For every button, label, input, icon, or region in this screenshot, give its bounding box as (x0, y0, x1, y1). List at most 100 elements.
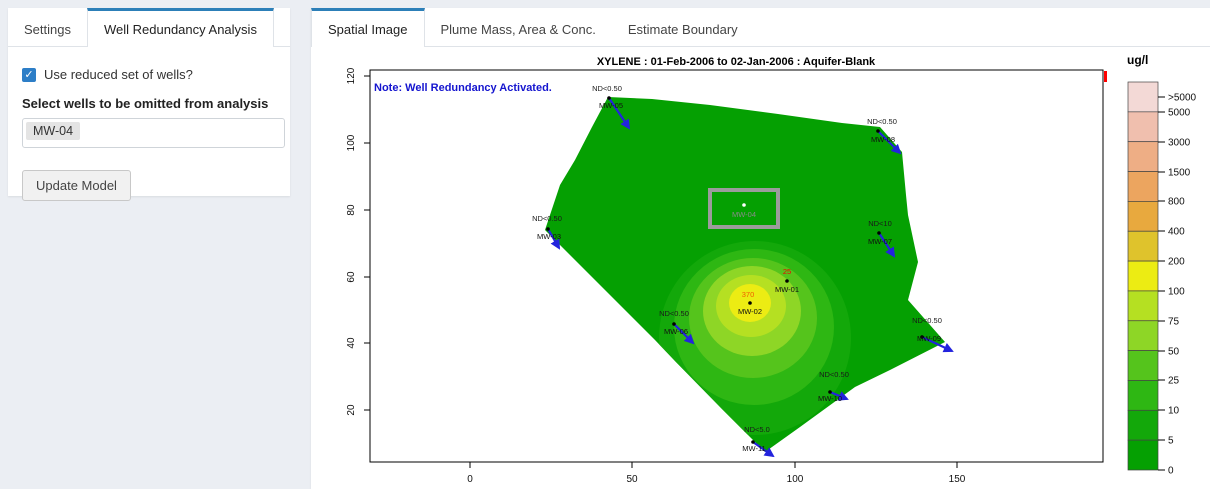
tab-spatial-image[interactable]: Spatial Image (311, 8, 425, 47)
axes: 0 50 100 150 20 40 60 80 100 120 (346, 67, 966, 485)
groundwater-flow-arrow-icon (752, 441, 775, 458)
well-name-label: MW-10 (818, 394, 842, 403)
left-tabs: Settings Well Redundancy Analysis (8, 8, 290, 47)
well-dot (748, 301, 752, 305)
legend-tick-label: 200 (1168, 257, 1185, 268)
tab-estimate-boundary[interactable]: Estimate Boundary (627, 22, 738, 37)
well-marker-mw-04: MW-04 (708, 188, 780, 229)
omitted-well-box (708, 188, 780, 229)
legend-tick-label: 800 (1168, 197, 1185, 208)
plot-title: XYLENE : 01-Feb-2006 to 02-Jan-2006 : Aq… (597, 56, 876, 68)
well-name-label: MW-02 (738, 307, 762, 316)
legend-color-segment (1127, 350, 1159, 381)
concentration-legend: ug/l >5000500030001500800400200100755025… (1127, 53, 1197, 477)
y-axis-tick-label: 80 (346, 204, 357, 216)
checkbox-label: Use reduced set of wells? (44, 67, 193, 82)
legend-color-segment (1127, 201, 1159, 232)
groundwater-flow-arrow-icon (829, 390, 849, 401)
tab-settings[interactable]: Settings (24, 22, 71, 37)
well-marker-mw-07: ND<10 MW-07 (868, 219, 896, 258)
checkbox-check-icon: ✓ (22, 67, 36, 82)
update-model-button[interactable]: Update Model (22, 170, 131, 201)
left-panel-body: ✓ Use reduced set of wells? Select wells… (8, 47, 290, 215)
legend-tick-label: 3000 (1168, 138, 1191, 149)
legend-unit-label: ug/l (1127, 53, 1148, 67)
well-marker-mw-01: 25 MW-01 (775, 267, 799, 294)
well-dot (751, 440, 755, 444)
well-dot (607, 96, 611, 100)
well-name-label: MW-07 (868, 237, 892, 246)
legend-color-segment (1127, 290, 1159, 322)
well-marker-mw-06: ND<0.50 MW-06 (659, 309, 695, 345)
well-dot (742, 203, 746, 207)
spatial-image-plot: XYLENE : 01-Feb-2006 to 02-Jan-2006 : Aq… (346, 53, 1197, 485)
legend-tick-label: 400 (1168, 227, 1185, 238)
well-value-label: ND<0.50 (912, 316, 942, 325)
well-marker-mw-05: ND<0.50 MW-05 (592, 84, 631, 130)
legend-color-segment (1127, 260, 1159, 292)
y-axis-tick-label: 100 (346, 134, 357, 151)
wells: 25 MW-01 370 MW-02 ND<0.50 MW-03 MW-04 ND<0.50 M… (532, 84, 954, 458)
well-dot (785, 279, 789, 283)
well-name-label: MW-08 (871, 135, 895, 144)
legend-tick-label: 1500 (1168, 168, 1191, 179)
legend-tick-label: 75 (1168, 317, 1180, 328)
well-marker-mw-08: ND<0.50 MW-08 (867, 117, 902, 155)
legend-tick-label: 25 (1168, 376, 1180, 387)
well-name-label: MW-09 (917, 334, 941, 343)
legend-color-segment (1127, 380, 1159, 411)
y-axis-tick-label: 60 (346, 271, 357, 283)
y-axis-tick-label: 40 (346, 337, 357, 349)
groundwater-flow-arrow-icon (878, 232, 896, 258)
legend-tick-label: 0 (1168, 466, 1174, 477)
well-name-label: MW-04 (732, 210, 756, 219)
legend-color-segment (1127, 81, 1159, 113)
well-value-label: 370 (742, 290, 755, 299)
legend-color-segment (1127, 320, 1159, 351)
tab-plume-mass-area-conc[interactable]: Plume Mass, Area & Conc. (440, 22, 596, 37)
well-name-label: MW-01 (775, 285, 799, 294)
groundwater-flow-arrow-icon (877, 130, 902, 155)
well-name-label: MW-11 (742, 444, 765, 453)
well-name-label: MW-03 (537, 232, 561, 241)
groundwater-flow-arrow-icon (921, 336, 954, 353)
x-axis-tick-label: 150 (949, 474, 966, 485)
well-name-label: MW-06 (664, 327, 688, 336)
x-axis-tick-label: 100 (787, 474, 804, 485)
selected-well-tag[interactable]: MW-04 (26, 122, 81, 140)
use-reduced-wells-checkbox[interactable]: ✓ Use reduced set of wells? (22, 67, 276, 82)
red-time-marker-tick (1104, 71, 1107, 82)
legend-tick-label: 50 (1168, 347, 1180, 358)
tab-well-redundancy-analysis[interactable]: Well Redundancy Analysis (86, 8, 274, 47)
groundwater-flow-arrow-icon (673, 323, 695, 345)
legend-color-segment (1127, 141, 1159, 172)
well-dot (876, 129, 880, 133)
y-axis-tick-label: 20 (346, 404, 357, 416)
omit-wells-input[interactable]: MW-04 (22, 118, 285, 148)
right-tabs: Spatial Image Plume Mass, Area & Conc. E… (311, 8, 1210, 47)
well-dot (546, 227, 550, 231)
legend-tick-label: 5 (1168, 436, 1174, 447)
legend-color-segment (1127, 409, 1159, 441)
well-marker-mw-09: ND<0.50 MW-09 (912, 316, 954, 353)
omit-wells-label: Select wells to be omitted from analysis (22, 96, 269, 111)
groundwater-flow-arrow-icon (547, 228, 561, 250)
well-value-label: ND<0.50 (532, 214, 562, 223)
legend-color-segment (1127, 111, 1159, 143)
well-value-label: ND<10 (868, 219, 892, 228)
well-name-label: MW-05 (599, 101, 623, 110)
well-marker-mw-11: ND<5.0 MW-11 (742, 425, 775, 458)
plot-note: Note: Well Redundancy Activated. (374, 82, 552, 94)
legend-color-segment (1127, 230, 1159, 262)
legend-tick-label: 5000 (1168, 108, 1191, 119)
well-dot (828, 390, 832, 394)
well-redundancy-panel: Settings Well Redundancy Analysis ✓ Use … (8, 8, 290, 201)
well-marker-mw-02: 370 MW-02 (738, 290, 762, 316)
well-value-label: ND<0.50 (867, 117, 897, 126)
x-axis-tick-label: 50 (626, 474, 638, 485)
groundwater-flow-arrow-icon (608, 97, 631, 130)
well-marker-mw-10: ND<0.50 MW-10 (818, 370, 849, 403)
legend-tick-label: >5000 (1168, 93, 1197, 104)
well-value-label: ND<0.50 (659, 309, 689, 318)
well-value-label: ND<0.50 (592, 84, 622, 93)
